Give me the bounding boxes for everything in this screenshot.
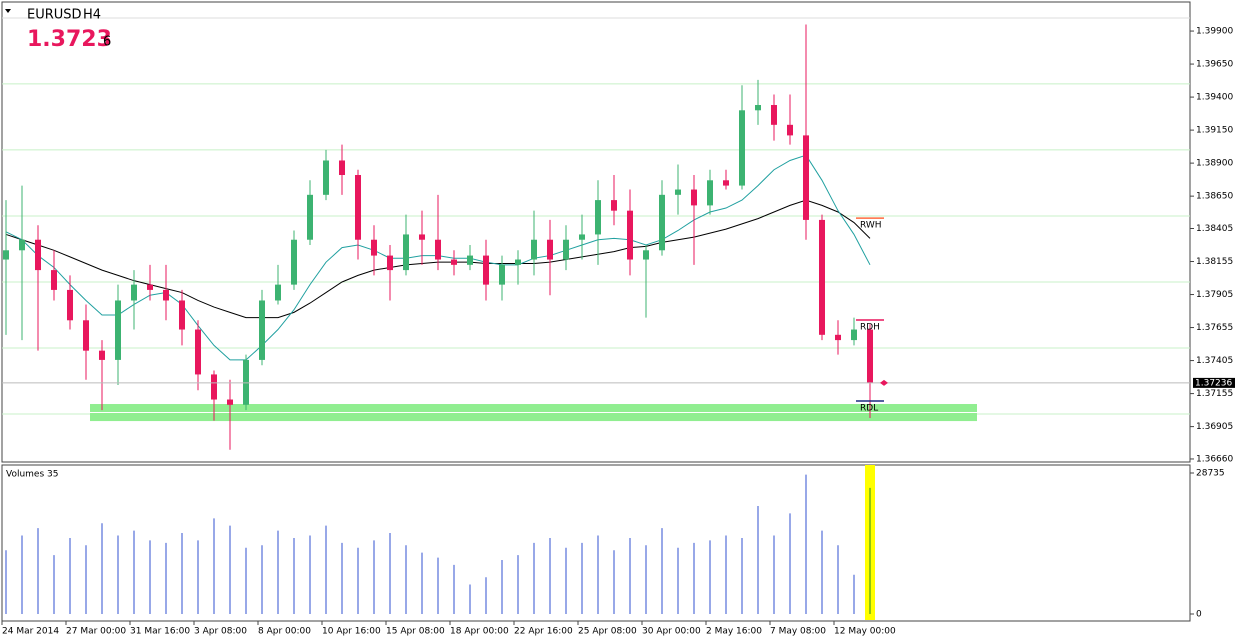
candle-body <box>371 239 377 256</box>
y-tick-label: 1.36660 <box>1196 454 1233 464</box>
candle-body <box>739 110 745 186</box>
candle-body <box>691 189 697 206</box>
x-tick-label: 18 Apr 00:00 <box>450 627 509 637</box>
candle-body <box>179 300 185 330</box>
candle-body <box>355 175 361 240</box>
y-tick-label: 1.36905 <box>1196 422 1233 432</box>
candle-body <box>211 374 217 400</box>
level-label: RDL <box>860 403 878 413</box>
x-tick-label: 25 Apr 08:00 <box>578 627 637 637</box>
bid-tag <box>1193 377 1235 388</box>
candle-body <box>19 239 25 251</box>
candle-body <box>163 289 169 301</box>
candle-body <box>723 180 729 186</box>
candle-body <box>627 210 633 260</box>
candle-body <box>755 105 761 111</box>
candle-body <box>867 329 873 383</box>
candle-body <box>467 255 473 265</box>
symbol: EURUSD <box>27 8 82 23</box>
candle-body <box>195 329 201 375</box>
candle-body <box>99 350 105 360</box>
candle-body <box>291 239 297 285</box>
menu-arrow[interactable] <box>5 9 11 13</box>
candle-body <box>115 300 121 360</box>
candle-body <box>451 259 457 265</box>
y-tick-label: 1.39650 <box>1196 60 1233 70</box>
candle-body <box>131 284 137 301</box>
candle-body <box>243 359 249 405</box>
candle-body <box>771 105 777 125</box>
candle-body <box>403 234 409 271</box>
bid-price: 1.3723 <box>27 27 112 52</box>
candle-body <box>435 239 441 260</box>
x-tick-label: 7 May 08:00 <box>770 627 826 637</box>
candle-body <box>3 250 9 260</box>
y-tick-label: 1.37405 <box>1196 356 1233 366</box>
candle-body <box>707 180 713 206</box>
y-tick-label: 1.39900 <box>1196 27 1233 37</box>
candle-body <box>659 194 665 251</box>
candle-body <box>531 239 537 260</box>
candle-body <box>643 250 649 260</box>
y-tick-label: 1.38155 <box>1196 257 1233 267</box>
volume-panel <box>1 464 1191 622</box>
x-tick-label: 22 Apr 16:00 <box>514 627 573 637</box>
bid-tag-label: 1.37236 <box>1195 378 1232 388</box>
candle-body <box>51 270 57 290</box>
x-tick-label: 8 Apr 00:00 <box>258 627 311 637</box>
candle-body <box>579 234 585 240</box>
volume-tick-label: 28735 <box>1196 469 1225 479</box>
candle-body <box>323 160 329 195</box>
volume-title: Volumes 35 <box>6 470 58 480</box>
candle-body <box>595 200 601 235</box>
y-tick-label: 1.38650 <box>1196 192 1233 202</box>
candle-body <box>819 219 825 335</box>
y-tick-label: 1.38900 <box>1196 159 1233 169</box>
candle-body <box>307 194 313 240</box>
x-tick-label: 3 Apr 08:00 <box>194 627 247 637</box>
candle-body <box>547 239 553 260</box>
timeframe: H4 <box>83 8 101 23</box>
x-tick-label: 15 Apr 08:00 <box>386 627 445 637</box>
x-tick-label: 30 Apr 00:00 <box>642 627 701 637</box>
candle-body <box>35 239 41 271</box>
y-tick-label: 1.37655 <box>1196 323 1233 333</box>
x-tick-label: 31 Mar 16:00 <box>130 627 190 637</box>
candle-body <box>851 329 857 341</box>
y-tick-label: 1.39150 <box>1196 126 1233 136</box>
volume-tick-label: 0 <box>1196 610 1202 620</box>
candle-body <box>803 135 809 220</box>
bid-price-small: 6 <box>103 35 111 50</box>
y-tick-label: 1.38405 <box>1196 224 1233 234</box>
candle-body <box>835 334 841 341</box>
candle-body <box>275 284 281 301</box>
level-label: RWH <box>860 221 882 231</box>
candle-body <box>83 320 89 351</box>
candle-body <box>563 239 569 260</box>
candle-body <box>227 399 233 405</box>
bid-marker <box>880 379 888 386</box>
x-tick-label: 24 Mar 2014 <box>2 627 59 637</box>
candle-body <box>387 255 393 271</box>
candle-body <box>147 284 153 290</box>
x-tick-label: 2 May 16:00 <box>706 627 762 637</box>
candle-body <box>611 200 617 211</box>
x-tick-label: 27 Mar 00:00 <box>66 627 126 637</box>
level-label: RDH <box>860 323 880 333</box>
y-tick-label: 1.39400 <box>1196 93 1233 103</box>
x-tick-label: 12 May 00:00 <box>834 627 896 637</box>
candle-body <box>515 259 521 265</box>
candle-body <box>499 264 505 285</box>
candle-body <box>787 124 793 136</box>
candle-body <box>483 255 489 285</box>
candle-body <box>419 234 425 240</box>
y-tick-label: 1.37155 <box>1196 389 1233 399</box>
candle-body <box>339 160 345 176</box>
candle-body <box>675 189 681 195</box>
candle-body <box>259 300 265 360</box>
x-tick-label: 10 Apr 16:00 <box>322 627 381 637</box>
candle-body <box>67 289 73 321</box>
y-tick-label: 1.37905 <box>1196 290 1233 300</box>
